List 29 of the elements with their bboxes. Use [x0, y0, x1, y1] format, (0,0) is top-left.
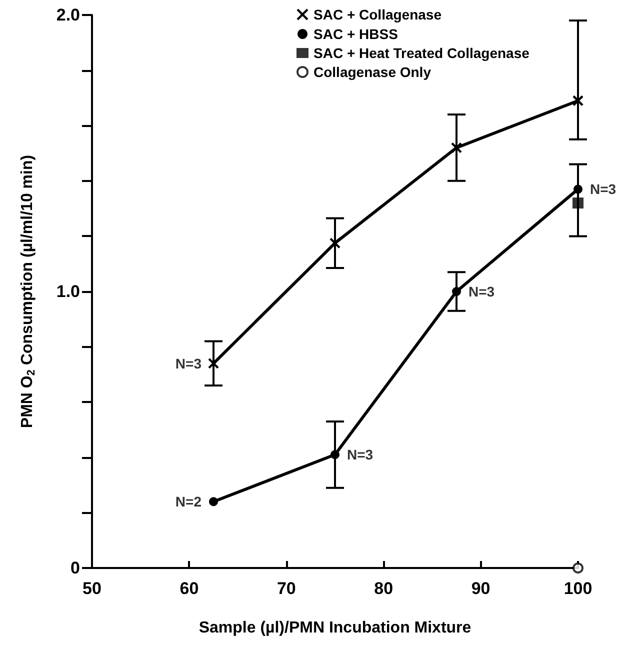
y-tick-label: 2.0	[56, 6, 80, 24]
legend-label: SAC + Collagenase	[314, 6, 442, 22]
point	[572, 198, 584, 209]
annotation: N=2	[175, 494, 202, 510]
legend-label: Collagenase Only	[314, 64, 432, 80]
x-axis-title: Sample (µl)/PMN Incubation Mixture	[198, 620, 472, 636]
annotation: N=3	[175, 355, 202, 372]
point	[330, 450, 340, 460]
x-tick-label: 90	[471, 579, 490, 598]
point	[329, 238, 341, 249]
x-tick-label: 70	[276, 579, 296, 598]
y-tick-label: 1.0	[56, 282, 80, 301]
annotation: N=3	[590, 181, 616, 198]
annotation: N=3	[468, 284, 495, 300]
point	[572, 95, 584, 106]
x-tick-label: 80	[374, 579, 394, 598]
point	[574, 184, 582, 194]
x-tick-label: 60	[180, 579, 199, 598]
annotation: N=3	[347, 446, 374, 463]
legend-label: SAC + HBSS	[314, 26, 398, 42]
y-tick-label: 0	[70, 558, 80, 578]
point	[208, 358, 220, 369]
point	[450, 142, 462, 154]
x-tick-label: 50	[82, 579, 102, 598]
y-axis-title: PMN O2 Consumption (µl/ml/10 min)	[19, 154, 38, 428]
point	[452, 287, 461, 296]
x-tick-label: 100	[564, 579, 592, 598]
point	[209, 497, 218, 506]
legend-label: SAC + Heat Treated Collagenase	[314, 45, 530, 61]
